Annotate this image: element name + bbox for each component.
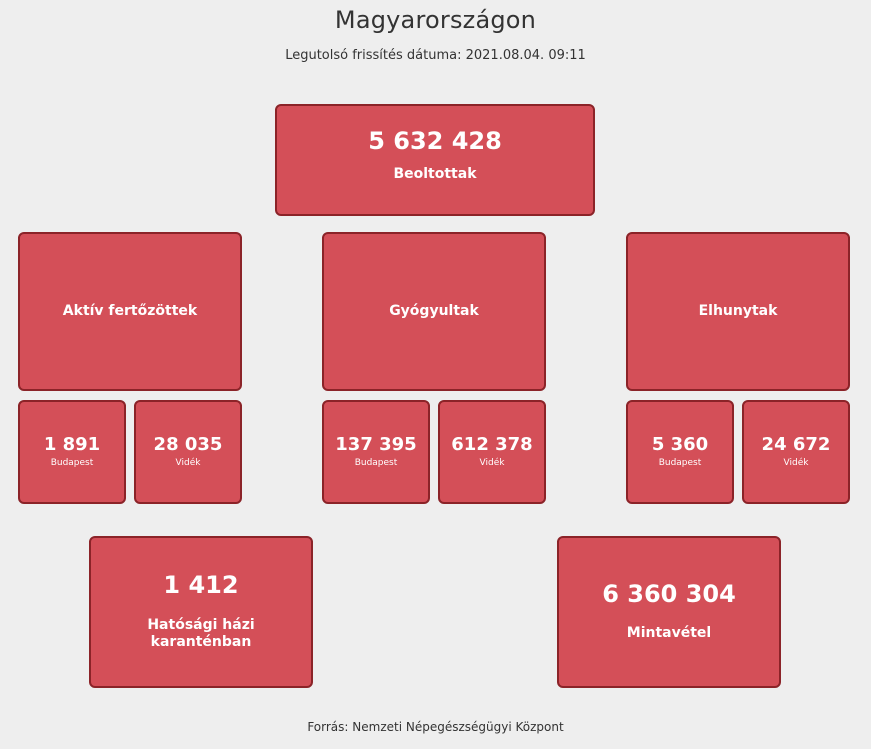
recovered-budapest-value: 137 395 (335, 433, 417, 455)
recovered-budapest-label: Budapest (354, 457, 398, 468)
quarantine-value: 1 412 (163, 571, 239, 600)
active-videk-value: 28 035 (153, 433, 223, 455)
source-footer: Forrás: Nemzeti Népegészségügyi Központ (307, 720, 564, 734)
active-budapest-label: Budapest (50, 457, 94, 468)
deceased-budapest-label: Budapest (658, 457, 702, 468)
active-budapest-card: 1 891 Budapest (18, 400, 126, 504)
deceased-videk-label: Vidék (783, 457, 809, 468)
recovered-videk-value: 612 378 (451, 433, 533, 455)
quarantine-label: Hatósági házi karanténban (147, 616, 255, 651)
samples-value: 6 360 304 (602, 580, 736, 609)
deceased-budapest-card: 5 360 Budapest (626, 400, 734, 504)
last-updated-text: Legutolsó frissítés dátuma: 2021.08.04. … (285, 48, 586, 63)
active-infected-card: Aktív fertőzöttek (18, 232, 242, 391)
active-videk-card: 28 035 Vidék (134, 400, 242, 504)
samples-card: 6 360 304 Mintavétel (557, 536, 781, 688)
deceased-videk-card: 24 672 Vidék (742, 400, 850, 504)
recovered-videk-card: 612 378 Vidék (438, 400, 546, 504)
deceased-budapest-value: 5 360 (651, 433, 709, 455)
active-infected-label: Aktív fertőzöttek (62, 302, 198, 319)
active-videk-label: Vidék (175, 457, 201, 468)
recovered-videk-label: Vidék (479, 457, 505, 468)
recovered-card: Gyógyultak (322, 232, 546, 391)
samples-label: Mintavétel (626, 625, 712, 642)
recovered-label: Gyógyultak (389, 302, 479, 319)
deceased-card: Elhunytak (626, 232, 850, 391)
vaccinated-value: 5 632 428 (368, 127, 502, 155)
vaccinated-label: Beoltottak (393, 166, 477, 183)
recovered-budapest-card: 137 395 Budapest (322, 400, 430, 504)
active-budapest-value: 1 891 (43, 433, 101, 455)
deceased-videk-value: 24 672 (761, 433, 831, 455)
vaccinated-card: 5 632 428 Beoltottak (275, 104, 595, 216)
deceased-label: Elhunytak (698, 302, 778, 319)
page-title: Magyarországon (334, 6, 537, 34)
quarantine-card: 1 412 Hatósági házi karanténban (89, 536, 313, 688)
